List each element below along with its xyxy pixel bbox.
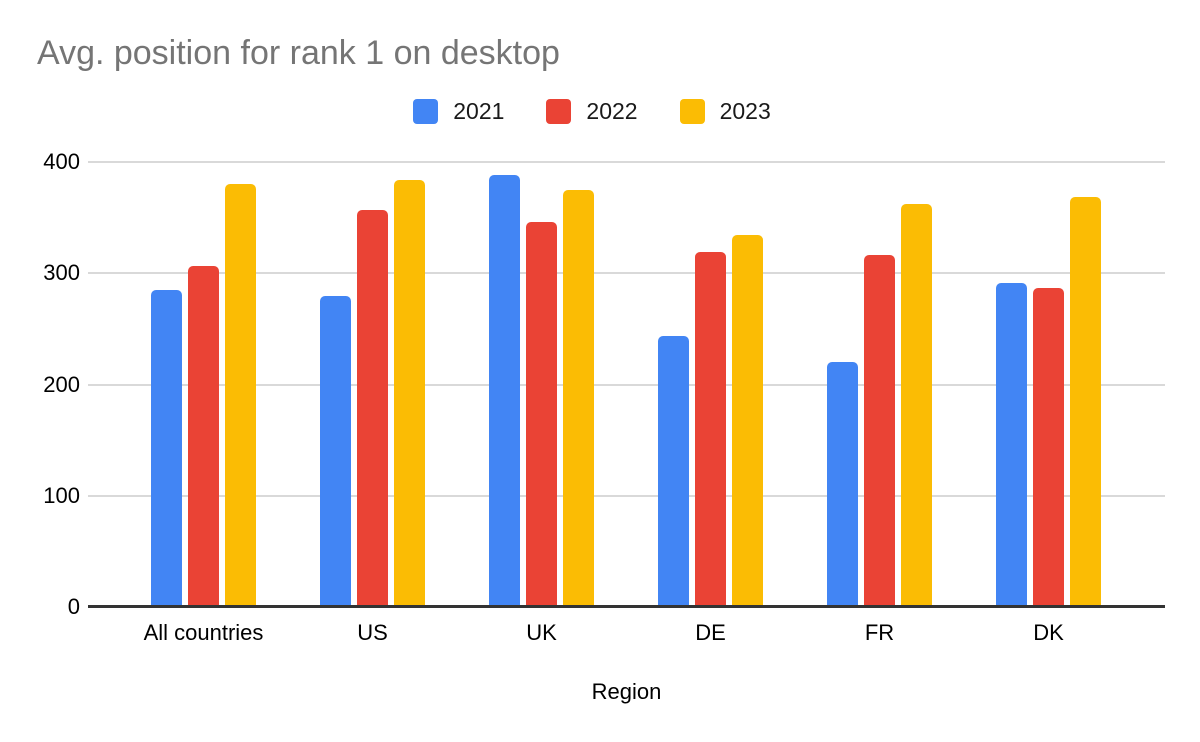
y-tick-label-300: 300	[43, 260, 80, 286]
x-tick-label-all-countries: All countries	[143, 620, 264, 645]
legend-swatch-2023	[679, 99, 705, 124]
bar-2022-de	[695, 252, 726, 607]
gridline-300	[88, 272, 1165, 275]
bar-2021-de	[658, 335, 689, 607]
y-tick-label-400: 400	[43, 149, 80, 174]
bar-2022-us	[357, 209, 388, 607]
bar-group-all-countries	[119, 162, 288, 607]
legend-item-2021: 2021	[413, 98, 504, 125]
bar-2021-all-countries	[151, 289, 182, 607]
y-tick-label-0: 0	[67, 594, 80, 619]
x-axis-title: Region	[591, 679, 662, 704]
legend-label-2021: 2021	[453, 98, 505, 124]
bar-2021-uk	[489, 175, 520, 607]
plot-area	[88, 161, 1165, 608]
x-tick-label-de: DE	[695, 620, 726, 645]
x-axis-line	[88, 605, 1165, 608]
bar-group-fr	[795, 162, 964, 607]
bar-2023-us	[394, 179, 425, 607]
bar-2021-fr	[827, 362, 858, 607]
gridline-200	[88, 383, 1165, 386]
x-axis-labels: All countries US UK DE FR DK	[119, 620, 1133, 646]
bar-2023-all-countries	[225, 184, 256, 607]
legend-swatch-2021	[413, 99, 439, 124]
y-tick-label-200: 200	[43, 371, 80, 397]
bar-2023-dk	[1070, 196, 1101, 607]
x-tick-label-us: US	[357, 620, 388, 645]
legend-label-2023: 2023	[719, 98, 771, 124]
gridline-400	[88, 161, 1165, 163]
x-tick-label-fr: FR	[864, 620, 895, 645]
bar-2021-dk	[996, 283, 1027, 607]
chart-title: Avg. position for rank 1 on desktop	[37, 34, 560, 72]
bar-group-uk	[457, 162, 626, 607]
bar-2023-de	[732, 235, 763, 607]
legend-swatch-2022	[546, 99, 572, 124]
legend-item-2023: 2023	[679, 98, 771, 125]
bar-2022-all-countries	[188, 265, 219, 607]
bar-2022-fr	[864, 255, 895, 607]
bar-2021-us	[320, 295, 351, 607]
x-tick-label-uk: UK	[526, 620, 557, 645]
bar-2022-uk	[526, 222, 557, 607]
bar-group-us	[288, 162, 457, 607]
gridline-100	[88, 494, 1165, 497]
legend-item-2022: 2022	[546, 98, 638, 125]
bar-group-dk	[964, 162, 1133, 607]
x-tick-label-dk: DK	[1033, 620, 1064, 645]
bar-2023-uk	[563, 189, 594, 607]
bars-container	[119, 162, 1133, 607]
bar-2023-fr	[901, 204, 932, 607]
legend: 2021 2022 2023	[0, 98, 1184, 125]
bar-group-de	[626, 162, 795, 607]
legend-label-2022: 2022	[586, 98, 638, 124]
bar-2022-dk	[1033, 287, 1064, 607]
y-tick-label-100: 100	[43, 482, 80, 508]
